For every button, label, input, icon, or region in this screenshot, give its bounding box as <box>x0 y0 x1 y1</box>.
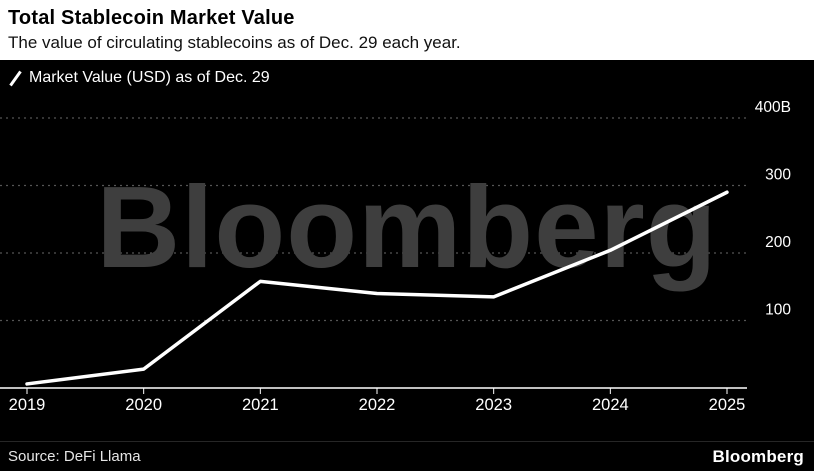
legend: Market Value (USD) as of Dec. 29 <box>9 69 270 87</box>
svg-text:2023: 2023 <box>475 396 512 414</box>
svg-text:2025: 2025 <box>709 396 746 414</box>
y-axis-labels: 100 200 300 400B <box>755 99 792 319</box>
svg-text:200: 200 <box>765 234 791 251</box>
bloomberg-logo: Bloomberg <box>712 446 804 466</box>
svg-text:2020: 2020 <box>125 396 162 414</box>
svg-text:2019: 2019 <box>9 396 46 414</box>
legend-label: Market Value (USD) as of Dec. 29 <box>29 69 270 86</box>
chart-area: Market Value (USD) as of Dec. 29 Bloombe… <box>0 60 814 441</box>
legend-line-marker-icon <box>9 70 22 86</box>
source-credit: Source: DeFi Llama <box>8 448 141 465</box>
gridlines <box>0 117 747 322</box>
stablecoin-line-chart: Bloomberg 2019 2020 2021 2022 2023 2024 2025 100… <box>0 99 792 414</box>
svg-text:300: 300 <box>765 167 791 184</box>
svg-text:400B: 400B <box>755 99 791 116</box>
svg-text:2021: 2021 <box>242 396 279 414</box>
chart-header: Total Stablecoin Market Value The value … <box>0 0 814 60</box>
chart-footer: Source: DeFi Llama Bloomberg <box>0 441 814 471</box>
svg-text:2024: 2024 <box>592 396 629 414</box>
chart-title: Total Stablecoin Market Value <box>8 7 295 29</box>
chart-subtitle: The value of circulating stablecoins as … <box>8 33 461 52</box>
svg-text:100: 100 <box>765 302 791 319</box>
x-ticks <box>26 388 728 394</box>
x-axis-labels: 2019 2020 2021 2022 2023 2024 2025 <box>9 396 746 414</box>
svg-text:2022: 2022 <box>359 396 396 414</box>
bloomberg-watermark: Bloomberg <box>96 162 717 292</box>
market-value-line <box>25 190 729 386</box>
